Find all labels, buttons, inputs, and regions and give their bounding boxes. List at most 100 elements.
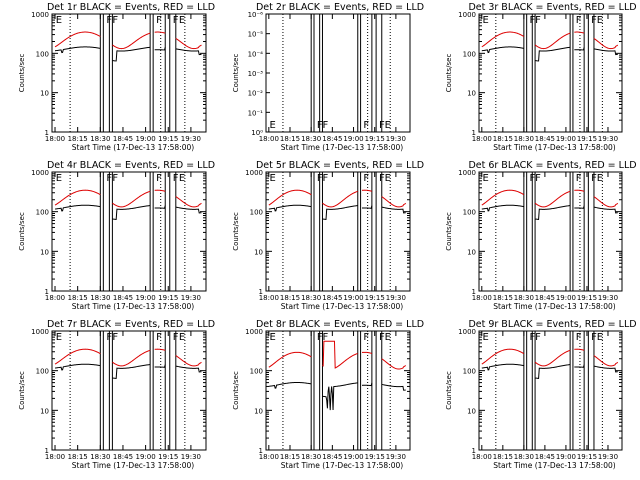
y-tick-label: 10 <box>467 407 476 415</box>
x-tick-label: 19:00 <box>343 135 363 143</box>
series-lld-line <box>534 32 571 50</box>
marker-label: E <box>385 332 391 343</box>
x-tick-label: 19:00 <box>136 135 156 143</box>
series-lld-line <box>112 190 151 208</box>
marker-label: F <box>156 15 162 26</box>
x-tick-label: 19:30 <box>598 135 618 143</box>
marker-label: F <box>535 15 541 26</box>
x-tick-label: 18:30 <box>301 135 321 143</box>
y-tick-label: 1000 <box>31 11 49 19</box>
y-tick-label: 10⁻³ <box>248 70 264 78</box>
marker-label: F <box>379 120 385 131</box>
x-tick-label: 18:30 <box>514 453 534 461</box>
y-axis-label: Counts/sec <box>232 54 240 93</box>
marker-label: F <box>529 15 535 26</box>
panel-det-7: Det 7r BLACK = Events, RED = LLD Counts/s… <box>18 319 215 470</box>
y-tick-label: 10⁻⁶ <box>248 11 264 19</box>
x-tick-label: 18:30 <box>301 294 321 302</box>
y-axis-label: Counts/sec <box>18 54 26 93</box>
x-tick-label: 18:45 <box>113 453 133 461</box>
panel-title: Det 7r BLACK = Events, RED = LLD <box>47 319 215 330</box>
y-tick-label: 1000 <box>458 11 476 19</box>
series-lld-line <box>268 189 312 206</box>
panel-title: Det 8r BLACK = Events, RED = LLD <box>256 319 424 330</box>
marker-label: E <box>56 15 62 26</box>
x-tick-label: 19:00 <box>556 135 576 143</box>
x-tick-label: 19:15 <box>365 453 385 461</box>
marker-label: E <box>179 173 185 184</box>
x-tick-label: 18:15 <box>68 453 88 461</box>
panel-title: Det 4r BLACK = Events, RED = LLD <box>47 160 215 171</box>
x-tick-label: 19:15 <box>577 453 597 461</box>
series-events-line <box>481 363 524 371</box>
series-lld-line <box>54 189 101 206</box>
x-tick-label: 19:15 <box>577 135 597 143</box>
y-axis-label: Counts/sec <box>445 54 453 93</box>
plot-frame <box>265 13 411 133</box>
y-tick-label: 10 <box>467 248 476 256</box>
marker-label: F <box>576 332 582 343</box>
y-tick-label: 10⁰ <box>251 129 263 137</box>
x-tick-label: 18:45 <box>322 294 342 302</box>
series-lld-line <box>175 37 202 50</box>
x-tick-label: 18:30 <box>301 453 321 461</box>
y-tick-label: 100 <box>463 209 476 217</box>
x-tick-label: 19:30 <box>181 453 201 461</box>
series-events-line <box>112 364 151 379</box>
y-axis-label: Counts/sec <box>18 371 26 410</box>
series-events-line <box>574 205 585 209</box>
x-tick-label: 18:45 <box>535 135 555 143</box>
y-tick-label: 10⁻¹ <box>248 109 264 117</box>
series-events-line <box>154 205 166 209</box>
y-axis-label: Counts/sec <box>18 212 26 251</box>
y-tick-label: 1000 <box>31 169 49 177</box>
y-tick-label: 100 <box>36 209 49 217</box>
x-tick-label: 18:30 <box>514 294 534 302</box>
y-tick-label: 1 <box>472 447 476 455</box>
y-tick-label: 100 <box>36 368 49 376</box>
series-lld-line <box>381 196 407 208</box>
x-tick-label: 19:30 <box>386 135 406 143</box>
series-lld-line <box>154 189 166 192</box>
marker-label: F <box>156 332 162 343</box>
marker-label: F <box>363 173 369 184</box>
panel-title: Det 5r BLACK = Events, RED = LLD <box>256 160 424 171</box>
x-tick-label: 19:15 <box>158 294 178 302</box>
marker-label: F <box>322 120 328 131</box>
marker-label: F <box>173 15 179 26</box>
y-tick-label: 1 <box>45 129 49 137</box>
marker-label: F <box>379 173 385 184</box>
y-tick-label: 1000 <box>245 328 263 336</box>
panel-title: Det 1r BLACK = Events, RED = LLD <box>47 2 215 13</box>
plot-frame <box>265 171 411 292</box>
x-tick-label: 19:00 <box>136 453 156 461</box>
x-axis-label: Start Time (17-Dec-13 17:58:00) <box>72 143 194 152</box>
marker-label: E <box>56 332 62 343</box>
marker-label: F <box>591 173 597 184</box>
marker-label: F <box>576 15 582 26</box>
x-axis-label: Start Time (17-Dec-13 17:58:00) <box>281 143 403 152</box>
plot-frame <box>51 330 207 451</box>
x-tick-label: 19:00 <box>556 453 576 461</box>
marker-label: E <box>385 173 391 184</box>
marker-label: E <box>179 15 185 26</box>
series-lld-line <box>593 37 619 50</box>
x-tick-label: 19:15 <box>158 453 178 461</box>
x-axis-label: Start Time (17-Dec-13 17:58:00) <box>493 461 615 470</box>
x-tick-label: 19:30 <box>181 294 201 302</box>
y-tick-label: 1 <box>45 288 49 296</box>
series-events-line <box>175 365 202 373</box>
panel-det-1: Det 1r BLACK = Events, RED = LLD Counts/s… <box>18 2 215 152</box>
plot-frame <box>51 171 207 292</box>
marker-label: F <box>529 332 535 343</box>
panel-det-8: Det 8r BLACK = Events, RED = LLD Counts/s… <box>232 319 424 470</box>
marker-label: E <box>270 120 276 131</box>
series-events-line <box>593 48 618 56</box>
series-lld-line <box>593 355 619 367</box>
plot-frame <box>265 330 411 451</box>
x-tick-label: 18:00 <box>45 294 65 302</box>
y-tick-label: 10⁻⁴ <box>248 50 264 58</box>
x-tick-label: 19:00 <box>556 294 576 302</box>
y-tick-label: 10 <box>254 407 263 415</box>
